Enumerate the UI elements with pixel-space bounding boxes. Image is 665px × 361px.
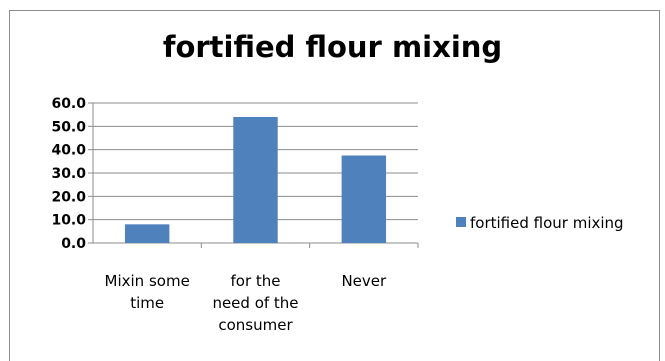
y-tick-label: 10.0 — [51, 213, 86, 229]
y-tick-label: 60.0 — [51, 96, 86, 112]
x-category-label: Mixin some time — [105, 272, 190, 312]
y-tick-label: 40.0 — [51, 143, 86, 159]
x-category-label: for the need of the consumer — [212, 272, 298, 334]
bar — [233, 117, 278, 243]
chart-frame — [9, 10, 660, 361]
legend-label: fortified flour mixing — [470, 214, 624, 232]
y-tick-label: 50.0 — [51, 119, 86, 135]
legend-swatch — [456, 217, 466, 227]
chart-title: fortified flour mixing — [162, 30, 503, 64]
bar — [124, 224, 170, 243]
bar — [341, 155, 387, 243]
y-tick-label: 0.0 — [61, 236, 86, 252]
y-tick-label: 30.0 — [51, 166, 86, 182]
y-tick-label: 20.0 — [51, 189, 86, 205]
x-category-label: Never — [341, 272, 387, 290]
